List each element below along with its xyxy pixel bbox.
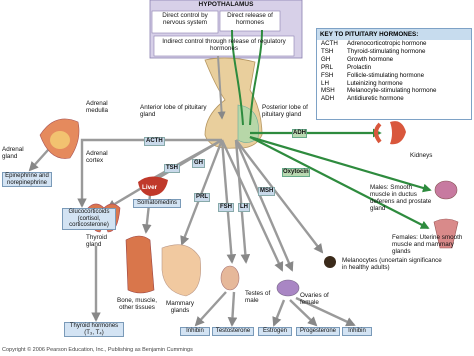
hypothalamus-title: HYPOTHALAMUS: [198, 1, 254, 8]
label: Bone, muscle, other tissues: [117, 297, 157, 311]
key-abbr: TSH: [321, 47, 334, 55]
hormone-label: GH: [192, 159, 205, 168]
product-box: Inhibin: [342, 327, 372, 336]
hormone-label: MSH: [258, 187, 276, 196]
box: [219, 10, 281, 32]
adrenal-medulla: [50, 131, 70, 149]
key-entry: ADH Antidiuretic hormone: [317, 95, 471, 103]
hormone-label: FSH: [218, 203, 234, 212]
label: Anterior lobe of pituitary gland: [140, 104, 207, 118]
male-organ: [434, 180, 458, 200]
key-name: Antidiuretic hormone: [347, 95, 404, 103]
hormone-label: TSH: [164, 164, 180, 173]
box: [151, 10, 219, 34]
key-name: Luteinizing hormone: [347, 79, 403, 87]
key-name: Follicle-stimulating hormone: [347, 71, 425, 79]
testes: [220, 265, 240, 291]
muscle: [125, 235, 155, 294]
label: Females: Uterine smooth muscle and mamma…: [392, 234, 463, 255]
key-entry: LH Luteinizing hormone: [317, 80, 471, 88]
label: Liver: [142, 184, 158, 191]
hormone-label: Oxytocin: [282, 168, 310, 177]
product-box: Somatomedins: [133, 199, 181, 208]
label: Ovaries of female: [300, 292, 329, 306]
hormone-label: PRL: [194, 193, 210, 202]
key-abbr: ADH: [321, 95, 335, 103]
ovaries: [276, 279, 300, 297]
melanocyte: [324, 256, 336, 268]
key-abbr: ACTH: [321, 40, 338, 47]
hormone-label: LH: [238, 203, 250, 212]
key-entry: GH Growth hormone: [317, 56, 471, 64]
neural-path: [231, 29, 244, 126]
copyright: Copyright © 2006 Pearson Education, Inc.…: [2, 347, 193, 353]
key: KEY TO PITUITARY HORMONES: ACTH Adrenocor…: [316, 28, 472, 120]
label: Thyroid gland: [86, 234, 107, 248]
uterus: [433, 218, 459, 249]
key-abbr: FSH: [321, 71, 334, 79]
product-box: Glucocorticoids (cortisol, corticosteron…: [62, 208, 116, 230]
label: Males: Smooth muscle in ductus deferens …: [370, 184, 432, 212]
key-abbr: MSH: [321, 87, 335, 95]
key-entry: PRL Prolactin: [317, 64, 471, 72]
posterior-paths: [249, 128, 432, 229]
key-list: ACTH Adrenocorticotropic hormone TSH Thyroi…: [317, 40, 471, 103]
label: Posterior lobe of pituitary gland: [262, 104, 308, 118]
hormone-label: ACTH: [144, 137, 165, 146]
key-abbr: GH: [321, 55, 331, 63]
product-box: Testosterone: [212, 327, 254, 336]
label: Adrenal cortex: [86, 150, 108, 164]
label: Testes of male: [245, 290, 271, 304]
label: Melanocytes (uncertain significance in h…: [342, 257, 442, 271]
product-box: Inhibin: [180, 327, 210, 336]
key-entry: TSH Thyroid-stimulating hormone: [317, 48, 471, 56]
portal-path: [217, 55, 226, 120]
neural-path: [249, 29, 263, 126]
kidney: [374, 122, 382, 144]
key-name: Growth hormone: [347, 55, 394, 63]
product-box: Epinephrine and norepinephrine: [2, 172, 52, 187]
label: Adrenal gland: [2, 146, 24, 160]
key-name: Thyroid-stimulating hormone: [347, 47, 426, 55]
liver: [138, 176, 168, 196]
key-name: Prolactin: [347, 63, 372, 71]
product-box: Progesterone: [296, 327, 340, 336]
hormone-paths: [28, 138, 356, 327]
key-abbr: PRL: [321, 63, 334, 71]
key-name: Adrenocorticotropic hormone: [347, 40, 427, 47]
key-entry: ACTH Adrenocorticotropic hormone: [317, 40, 471, 48]
box: [153, 35, 295, 57]
label: Direct release of hormones: [227, 12, 273, 26]
label: Adrenal medulla: [86, 100, 109, 114]
key-name: Melanocyte-stimulating hormone: [347, 87, 437, 95]
key-abbr: LH: [321, 79, 329, 87]
hormone-label: ADH: [292, 129, 307, 138]
product-box: Estrogen: [258, 327, 292, 336]
label: Direct control by nervous system: [162, 12, 208, 26]
kidney: [390, 121, 406, 145]
key-entry: FSH Follicle-stimulating hormone: [317, 72, 471, 80]
mammary: [161, 244, 201, 297]
key-title: KEY TO PITUITARY HORMONES:: [317, 29, 471, 40]
product-box: Thyroid hormones (T₃, T₄): [64, 322, 124, 337]
label: Indirect control through release of regu…: [162, 38, 286, 52]
label: Mammary glands: [166, 300, 194, 314]
key-entry: MSH Melanocyte-stimulating hormone: [317, 87, 471, 95]
label: Kidneys: [410, 152, 433, 159]
